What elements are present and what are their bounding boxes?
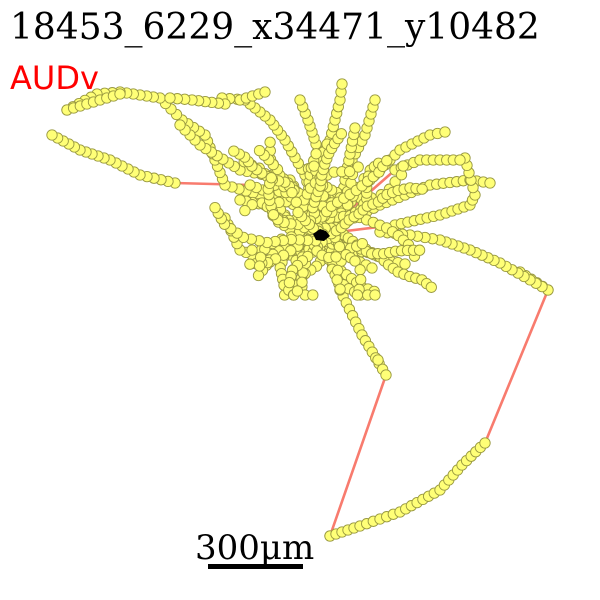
trace-node [244, 179, 256, 191]
trace-node [333, 240, 346, 253]
neuron-id-title: 18453_6229_x34471_y10482 [10, 7, 540, 48]
trace-node [310, 148, 322, 160]
trace-node [244, 258, 256, 270]
trace-node [351, 289, 364, 301]
trace-node [265, 172, 277, 184]
trace-node [416, 183, 428, 195]
trace-node [294, 94, 306, 106]
trace-node [174, 119, 186, 131]
trace-node [296, 276, 308, 288]
trace-node [209, 201, 221, 214]
trace-node [264, 136, 276, 148]
trace-node [253, 260, 266, 272]
trace-node [291, 285, 304, 297]
trace-node [246, 199, 258, 211]
trace-node [356, 237, 368, 250]
trace-node [454, 154, 466, 166]
trace-node [308, 160, 320, 172]
trace-node [334, 283, 346, 295]
trace-node [484, 177, 496, 189]
trace-node [372, 354, 384, 366]
soma-shape [313, 229, 330, 241]
trace-node [343, 165, 356, 178]
axon-branches [50, 82, 550, 538]
trace-node [413, 244, 426, 256]
trace-node [252, 269, 265, 282]
trace-node [380, 369, 392, 381]
soma-marker [313, 229, 330, 241]
trace-node [286, 186, 298, 199]
trace-node [355, 273, 367, 286]
trace-node [369, 94, 381, 106]
trace-node [246, 244, 258, 256]
trace-node [479, 437, 491, 449]
trace-node [330, 251, 342, 263]
trace-node [369, 289, 381, 301]
trace-node [397, 160, 409, 172]
brain-region-label: AUDv [10, 59, 99, 97]
trace-node [228, 145, 240, 157]
trace-nodes [46, 78, 554, 542]
trace-node [239, 204, 251, 217]
axon-segment [328, 270, 550, 538]
trace-node [259, 86, 271, 98]
trace-node [335, 128, 348, 140]
trace-node [349, 255, 361, 267]
trace-node [114, 88, 126, 100]
scale-bar-label: 300μm [195, 528, 315, 568]
trace-node [290, 196, 302, 208]
trace-node [349, 122, 361, 134]
trace-node [439, 126, 451, 138]
trace-node [46, 129, 58, 141]
trace-node [336, 78, 348, 90]
trace-node [234, 194, 246, 206]
trace-node [267, 209, 280, 221]
trace-node [253, 144, 266, 157]
trace-node [307, 289, 319, 301]
scale-bar [208, 564, 303, 569]
trace-node [425, 281, 437, 293]
trace-node [366, 262, 378, 274]
trace-node [283, 276, 296, 289]
trace-node [164, 92, 176, 104]
trace-node [292, 206, 304, 219]
trace-node [354, 264, 366, 276]
trace-node [381, 155, 393, 167]
trace-node [332, 264, 344, 277]
